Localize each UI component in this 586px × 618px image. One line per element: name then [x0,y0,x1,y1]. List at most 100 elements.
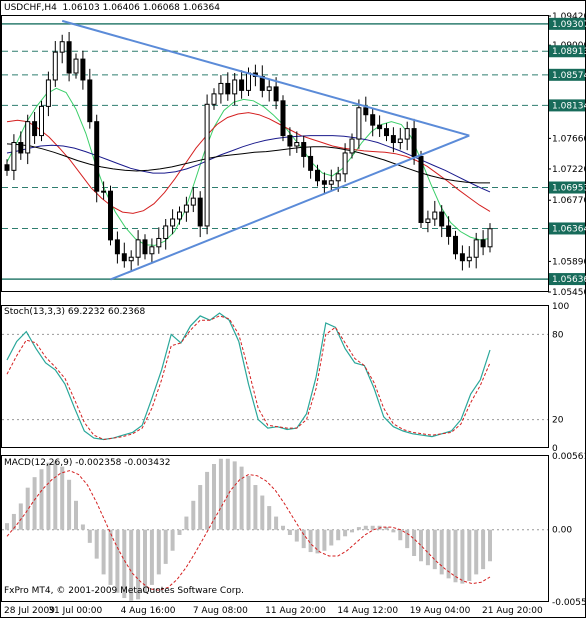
macd-histogram-bar [363,525,368,530]
macd-histogram-bar [239,466,244,530]
candle-body [390,135,396,144]
candle-body [280,100,286,137]
macd-histogram-bar [308,529,313,553]
candle-body [321,180,327,185]
stoch-signal-line [6,315,491,441]
macd-histogram-bar [46,462,51,530]
candle-body [315,169,320,182]
trendline [110,134,470,281]
candle-body [349,138,355,154]
macd-histogram-bar [232,461,237,530]
price-axis-label: 1.05890 [552,257,586,267]
price-level-tag-text: 1.08913 [552,47,586,57]
candle-body [301,142,307,157]
price-axis: 1.094201.090001.085401.081001.076601.072… [548,12,586,608]
candle-body [273,86,279,102]
copyright-text: FxPro MT4, © 2001-2009 MetaQuotes Softwa… [4,586,244,596]
candle-body [308,155,314,171]
macd-histogram-bar [163,529,168,564]
moving-average-long [6,143,490,184]
candle-body [384,128,389,137]
macd-histogram-bar [467,529,472,581]
macd-histogram-bar [218,458,223,530]
candle-body [363,107,369,116]
macd-histogram-bar [205,471,210,530]
trendline [61,19,470,137]
time-axis-label: 28 Jul 2009 [4,606,55,616]
price-level-tag [549,17,585,30]
macd-histogram-bar [53,461,58,530]
macd-histogram-bar [191,500,196,530]
candle-body [404,128,410,140]
macd-pane [2,458,548,601]
candle-body [142,239,148,255]
candle-body [135,239,141,258]
macd-axis-label: -0.00550 [552,598,586,608]
candle-body [459,253,465,262]
macd-histogram-bar [301,529,306,549]
candle-body [177,211,182,220]
macd-histogram-bar [460,529,465,584]
macd-histogram-bar [143,529,147,593]
macd-histogram-bar [336,529,341,541]
price-level-tag [549,68,585,81]
candle-body [156,237,162,248]
candle-body [66,41,72,74]
macd-histogram-bar [356,527,361,530]
candle-body [94,121,100,192]
price-level-tag [549,45,585,58]
stoch-main-line [6,312,491,441]
macd-histogram-bar [274,516,279,530]
macd-histogram-bar [405,529,410,549]
time-axis-label: 21 Aug 20:00 [482,606,543,616]
price-level-tag-text: 1.06953 [552,184,586,194]
stoch-pane-title: Stoch(13,3,3) 69.2232 60.2368 [4,307,146,317]
macd-histogram-bar [136,529,141,600]
macd-pane-title: MACD(12,26,9) -0.002358 -0.003432 [4,458,171,468]
time-axis-label: 19 Aug 04:00 [410,606,471,616]
macd-histogram-bar [94,529,99,559]
macd-histogram-bar [87,529,92,543]
candle-body [411,128,417,157]
time-axis-label: 14 Aug 12:00 [337,606,398,616]
macd-axis-label: 0.00561 [552,452,586,462]
candle-body [418,155,424,223]
candle-body [370,114,376,126]
macd-histogram-bar [25,487,30,530]
macd-histogram-bar [32,477,37,530]
candle-body [197,197,203,227]
macd-histogram-bar [287,529,292,535]
candle-body [204,103,210,227]
price-axis-label: 1.07220 [552,165,586,175]
macd-histogram-bar [432,529,437,570]
macd-histogram-bar [329,529,334,546]
macd-histogram-bar [198,485,203,530]
candle-body [108,190,113,241]
candle-body [183,204,189,213]
macd-histogram-bar [350,529,354,533]
macd-histogram-bar [60,466,65,530]
macd-histogram-bar [39,469,44,530]
macd-histogram-bar [370,525,375,530]
candle-body [128,256,134,262]
candle-body [377,124,383,130]
price-pane-frame [1,15,549,292]
macd-histogram-bar [267,506,272,530]
macd-histogram-bar [412,529,417,557]
macd-histogram-bar [481,529,486,570]
time-axis-label: 31 Jul 00:00 [48,606,102,616]
moving-average-slow [6,135,491,193]
candle-body [342,152,348,175]
stoch-axis-label: 20 [552,416,564,426]
macd-histogram-bar [212,464,216,530]
candle-body [25,121,31,154]
price-axis-label: 1.09420 [552,12,586,22]
candle-body [11,142,17,171]
candle-body [287,135,293,147]
candle-body [446,225,452,237]
price-level-tag [549,273,585,286]
candle-body [480,239,486,248]
candle-body [39,105,44,137]
macd-histogram-bar [177,529,182,535]
